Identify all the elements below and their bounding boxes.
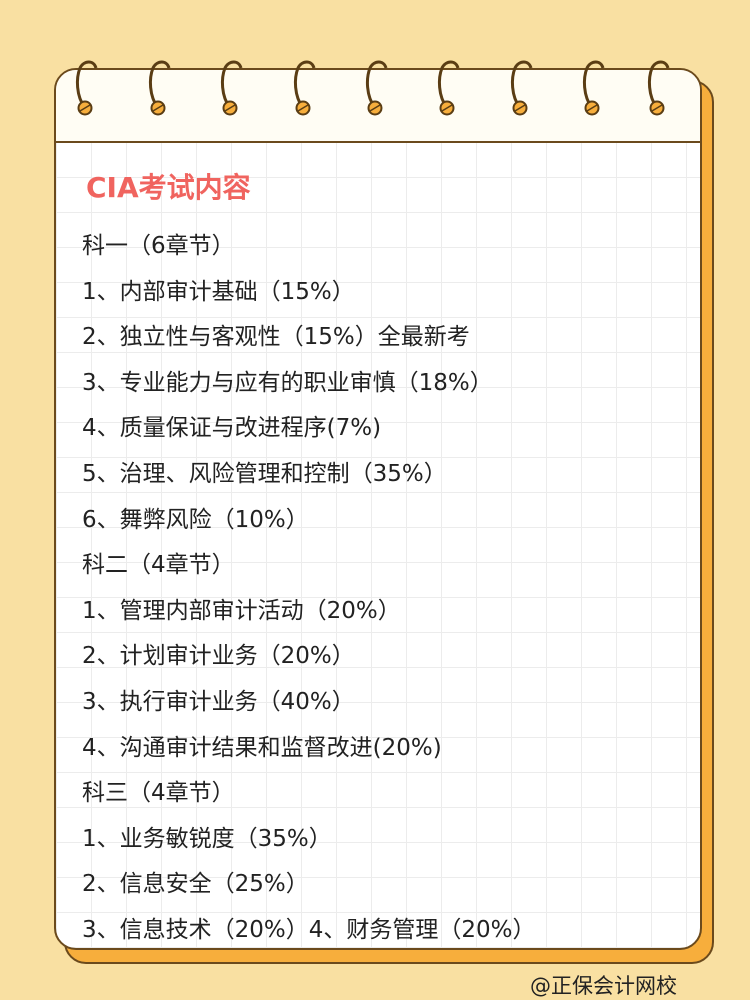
content-list: 科一（6章节） 1、内部审计基础（15%） 2、独立性与客观性（15%）全最新考 3、…	[82, 224, 536, 948]
list-item: 6、舞弊风险（10%）	[82, 506, 309, 533]
list-item: 2、计划审计业务（20%）	[82, 643, 355, 670]
spiral-ring-icon	[211, 58, 251, 118]
list-item: 4、沟通审计结果和监督改进(20%)	[82, 734, 442, 761]
notebook-page: CIA考试内容 科一（6章节） 1、内部审计基础（15%） 2、独立性与客观性（15…	[54, 68, 702, 950]
watermark: @正保会计网校	[530, 974, 677, 998]
spiral-ring-icon	[284, 58, 324, 118]
list-item: 1、管理内部审计活动（20%）	[82, 597, 401, 624]
list-item: 3、信息技术（20%）4、财务管理（20%）	[82, 916, 536, 943]
spiral-ring-icon	[501, 58, 541, 118]
list-item: 4、质量保证与改进程序(7%)	[82, 415, 382, 442]
list-item: 1、内部审计基础（15%）	[82, 278, 355, 305]
list-item: 2、独立性与客观性（15%）全最新考	[82, 324, 470, 351]
spiral-ring-icon	[66, 58, 106, 118]
list-item: 科三（4章节）	[82, 780, 235, 807]
list-item: 科一（6章节）	[82, 233, 235, 259]
list-item: 5、治理、风险管理和控制（35%）	[82, 460, 447, 487]
list-item: 3、专业能力与应有的职业审慎（18%）	[82, 369, 493, 396]
spiral-ring-icon	[573, 58, 613, 118]
spiral-ring-icon	[428, 58, 468, 118]
page-title: CIA考试内容	[86, 171, 251, 204]
list-item: 科二（4章节）	[82, 552, 235, 579]
spiral-ring-icon	[638, 58, 678, 118]
spiral-ring-icon	[356, 58, 396, 118]
spiral-ring-icon	[139, 58, 179, 118]
list-item: 1、业务敏锐度（35%）	[82, 825, 332, 852]
list-item: 3、执行审计业务（40%）	[82, 688, 355, 715]
list-item: 2、信息安全（25%）	[82, 871, 309, 898]
